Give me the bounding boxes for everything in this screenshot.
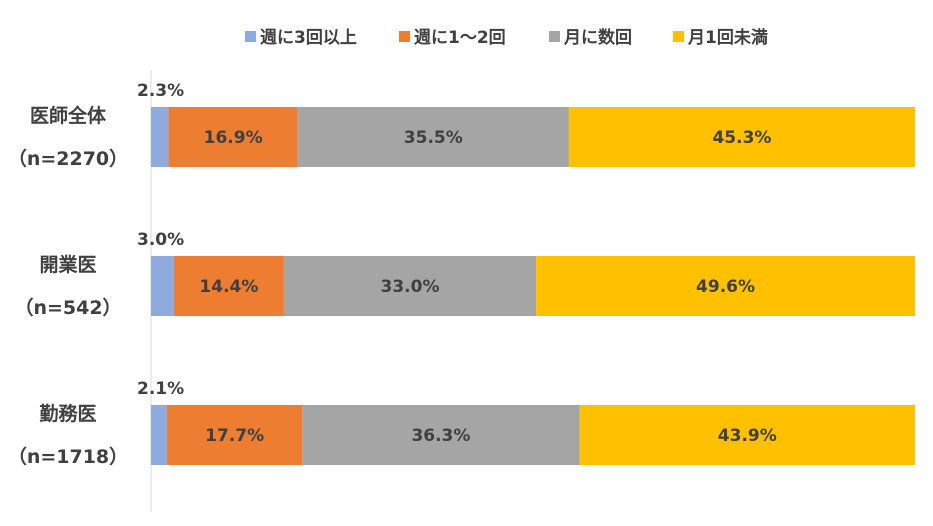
legend-entry-label: 週に3回以上: [260, 28, 357, 48]
bar-segment: [151, 256, 174, 316]
bar-segment: [302, 405, 580, 465]
data-label: 2.3%: [137, 81, 184, 101]
bar-segment: [536, 256, 915, 316]
data-label: 49.6%: [696, 277, 755, 297]
legend-swatch: [673, 31, 684, 42]
data-label: 33.0%: [381, 277, 440, 297]
bar-segment: [173, 256, 284, 316]
legend-entry-label: 週に1～2回: [414, 28, 506, 48]
bar-segments: [151, 107, 915, 465]
data-label: 14.4%: [199, 277, 258, 297]
legend-swatch: [549, 31, 560, 42]
data-label: 43.9%: [718, 426, 777, 446]
data-label: 36.3%: [411, 426, 470, 446]
data-labels: 2.3% 16.9% 35.5% 45.3% 3.0% 14.4% 33.0% 49.6% 2.…: [137, 81, 777, 446]
bar-segment: [297, 107, 569, 167]
category-labels: 医師全体 （n=2270） 開業医 （n=542） 勤務医 （n=1718）: [8, 104, 128, 468]
bar-segment: [568, 107, 915, 167]
data-label: 2.1%: [137, 379, 184, 399]
category-sample-size: （n=542）: [14, 296, 121, 319]
data-label: 35.5%: [404, 128, 463, 148]
category-sample-size: （n=2270）: [8, 147, 128, 170]
bar-segment: [151, 107, 169, 167]
data-label: 45.3%: [712, 128, 771, 148]
category-label: 勤務医: [39, 402, 96, 425]
chart-legend: 週に3回以上 週に1～2回 月に数回 月1回未満: [245, 27, 768, 48]
category-label: 医師全体: [30, 104, 107, 127]
legend-entry-label: 月に数回: [563, 27, 632, 48]
legend-entry-label: 月1回未満: [687, 27, 768, 48]
bar-segment: [579, 405, 915, 465]
legend-swatch: [399, 31, 410, 42]
data-label: 3.0%: [137, 230, 184, 250]
category-sample-size: （n=1718）: [8, 445, 128, 468]
data-label: 16.9%: [204, 128, 263, 148]
bar-segment: [168, 107, 298, 167]
legend-swatch: [245, 31, 256, 42]
category-label: 開業医: [39, 253, 96, 276]
bar-segment: [151, 405, 168, 465]
bar-segment: [283, 256, 537, 316]
bar-segment: [167, 405, 303, 465]
data-label: 17.7%: [205, 426, 264, 446]
